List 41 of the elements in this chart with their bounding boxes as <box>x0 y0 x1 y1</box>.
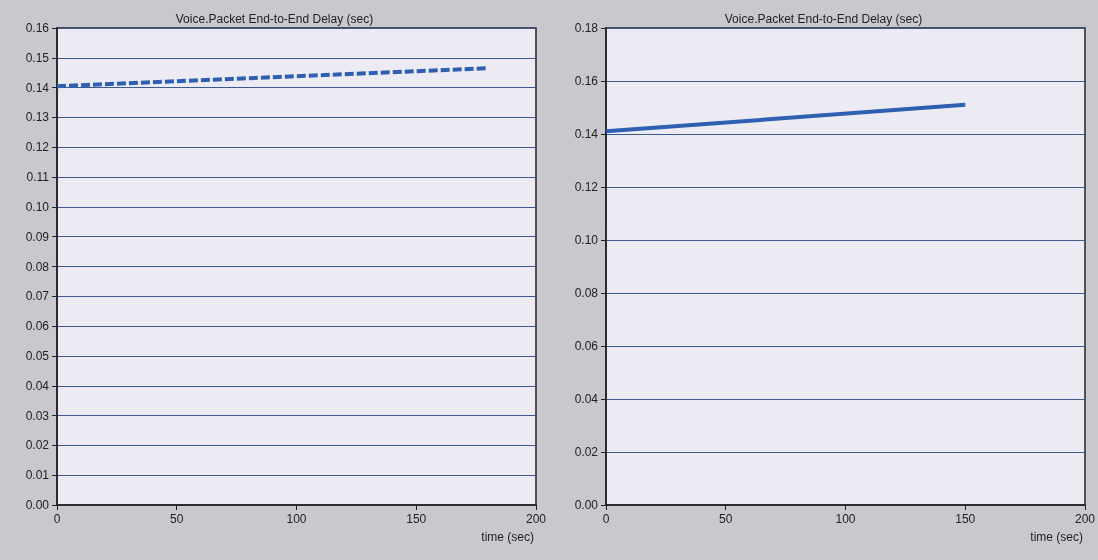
y-tick-label: 0.15 <box>25 50 50 65</box>
x-tick-label: 150 <box>955 512 976 526</box>
chart-title: Voice.Packet End-to-End Delay (sec) <box>724 12 923 26</box>
y-tick-label: 0.09 <box>25 229 50 244</box>
x-tick-label: 100 <box>286 512 307 526</box>
y-tick-label: 0.06 <box>574 339 599 353</box>
x-tick-label: 200 <box>1074 512 1096 526</box>
y-tick-label: 0.10 <box>25 199 50 214</box>
x-axis-title: time (sec) <box>1030 530 1083 544</box>
y-tick-label: 0.16 <box>25 21 50 35</box>
y-tick-label: 0.10 <box>574 233 599 247</box>
y-tick-label: 0.13 <box>25 110 50 125</box>
x-tick-label: 50 <box>170 512 184 526</box>
x-tick-label: 50 <box>719 512 733 526</box>
y-tick-label: 0.12 <box>25 140 50 155</box>
y-tick-label: 0.04 <box>574 392 599 406</box>
y-tick-label: 0.00 <box>574 498 599 512</box>
y-tick-label: 0.14 <box>25 80 50 95</box>
y-tick-label: 0.04 <box>25 378 50 393</box>
x-tick-label: 100 <box>835 512 856 526</box>
y-tick-label: 0.02 <box>25 438 50 453</box>
y-tick-label: 0.08 <box>574 286 599 300</box>
y-tick-label: 0.00 <box>25 498 50 512</box>
y-tick-label: 0.03 <box>25 408 50 423</box>
x-tick-label: 150 <box>406 512 427 526</box>
y-tick-label: 0.14 <box>574 127 599 141</box>
y-tick-label: 0.16 <box>574 74 599 88</box>
y-tick-label: 0.18 <box>574 21 599 35</box>
y-tick-label: 0.07 <box>25 289 50 304</box>
y-tick-label: 0.05 <box>25 348 50 363</box>
y-tick-label: 0.11 <box>26 170 50 185</box>
y-tick-label: 0.08 <box>25 259 50 274</box>
chart-title: Voice.Packet End-to-End Delay (sec) <box>175 12 374 26</box>
x-tick-label: 0 <box>53 512 61 526</box>
y-tick-label: 0.12 <box>574 180 599 194</box>
y-tick-label: 0.02 <box>574 445 599 459</box>
x-axis-title: time (sec) <box>481 530 534 544</box>
x-tick-label: 0 <box>602 512 610 526</box>
y-tick-label: 0.01 <box>25 468 50 483</box>
y-tick-label: 0.06 <box>25 319 50 334</box>
x-tick-label: 200 <box>525 512 547 526</box>
